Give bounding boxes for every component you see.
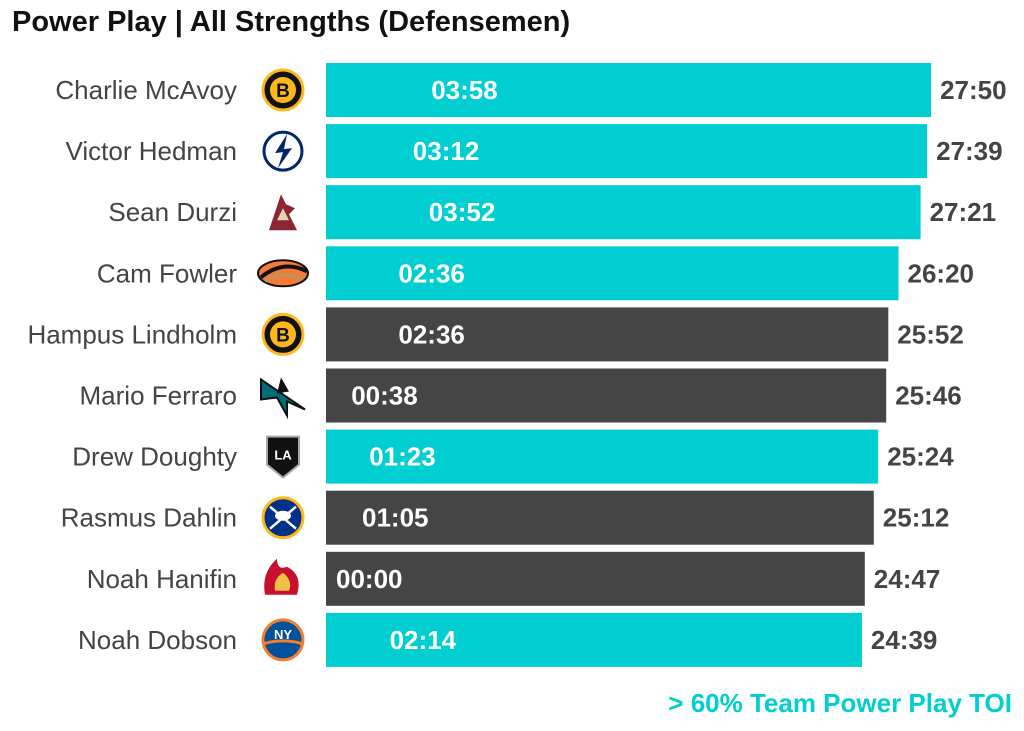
total-toi-label: 24:39: [871, 625, 938, 655]
bar: [326, 185, 921, 240]
total-toi-label: 27:39: [936, 136, 1003, 166]
coyotes-logo: [269, 194, 297, 231]
bar-row: Charlie McAvoy B 03:58 27:50: [55, 63, 1007, 117]
pp-toi-label: 03:12: [413, 136, 480, 166]
bar: [326, 246, 899, 301]
total-toi-label: 24:47: [874, 564, 941, 594]
total-toi-label: 25:24: [887, 442, 954, 472]
bar: [326, 307, 889, 362]
total-toi-label: 26:20: [908, 258, 975, 288]
islanders-logo: NY: [261, 618, 305, 662]
lightning-logo: [262, 130, 304, 172]
player-name-label: Hampus Lindholm: [27, 319, 237, 349]
total-toi-label: 25:46: [895, 381, 962, 411]
bar: [326, 429, 879, 484]
pp-toi-label: 02:36: [398, 319, 465, 349]
pp-toi-label: 03:52: [429, 197, 496, 227]
pp-toi-label: 03:58: [431, 75, 498, 105]
sabres-logo: [261, 496, 305, 540]
bar: [326, 490, 874, 545]
svg-text:B: B: [276, 325, 290, 346]
player-name-label: Mario Ferraro: [80, 381, 237, 411]
ducks-logo: [257, 259, 309, 288]
bar: [326, 124, 928, 179]
sharks-logo: [260, 377, 306, 420]
player-name-label: Drew Doughty: [72, 442, 237, 472]
pp-toi-label: 00:38: [351, 381, 418, 411]
bar-row: Sean Durzi 03:52 27:21: [108, 185, 997, 240]
bar-row: Noah Dobson NY 02:14 24:39: [78, 612, 938, 667]
pp-toi-label: 01:05: [362, 503, 429, 533]
bar: [326, 551, 865, 606]
player-name-label: Cam Fowler: [97, 258, 237, 288]
bar-row: Victor Hedman 03:12 27:39: [66, 124, 1003, 179]
player-name-label: Rasmus Dahlin: [61, 503, 237, 533]
total-toi-label: 25:52: [897, 319, 964, 349]
player-name-label: Noah Hanifin: [87, 564, 237, 594]
bar: [326, 63, 932, 117]
bruins-logo: B: [261, 312, 305, 356]
bar-row: Mario Ferraro 00:38 25:46: [80, 368, 962, 423]
bruins-logo: B: [261, 68, 305, 112]
total-toi-label: 25:12: [883, 503, 950, 533]
bar-row: Rasmus Dahlin 01:05 25:12: [61, 490, 950, 545]
svg-text:LA: LA: [274, 448, 292, 463]
player-name-label: Sean Durzi: [108, 197, 237, 227]
chart-title: Power Play | All Strengths (Defensemen): [12, 6, 571, 38]
player-name-label: Charlie McAvoy: [55, 75, 237, 105]
total-toi-label: 27:50: [940, 75, 1007, 105]
legend-footnote: > 60% Team Power Play TOI: [668, 688, 1012, 718]
svg-text:NY: NY: [274, 627, 292, 642]
total-toi-label: 27:21: [930, 197, 997, 227]
bar: [326, 612, 862, 667]
bar-row: Hampus Lindholm B 02:36 25:52: [27, 307, 964, 362]
player-name-label: Victor Hedman: [66, 136, 238, 166]
pp-toi-label: 02:14: [390, 625, 457, 655]
bar-row: Cam Fowler 02:36 26:20: [97, 246, 975, 301]
flames-logo: [264, 558, 299, 595]
player-name-label: Noah Dobson: [78, 625, 237, 655]
bar-row: Drew Doughty LA 01:23 25:24: [72, 429, 954, 484]
bar-row: Noah Hanifin 00:00 24:47: [87, 551, 941, 606]
pp-toi-label: 02:36: [398, 258, 465, 288]
bar: [326, 368, 887, 423]
svg-text:B: B: [276, 81, 290, 102]
pp-toi-label: 01:23: [369, 442, 436, 472]
pp-toi-label: 00:00: [336, 564, 403, 594]
kings-logo: LA: [266, 435, 300, 479]
